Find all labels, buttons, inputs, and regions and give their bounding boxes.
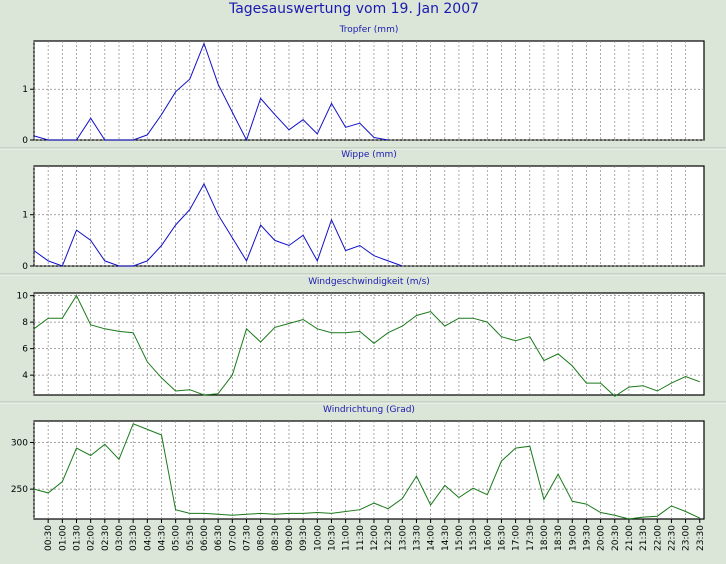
x-tick-label: 06:00 — [200, 525, 210, 551]
x-tick-label: 16:30 — [497, 525, 507, 551]
panel-4: 250 300 Windrichtung (Grad) — [11, 405, 705, 520]
panel-title: Wippe (mm) — [341, 150, 397, 160]
x-tick-label: 21:30 — [639, 525, 649, 551]
x-tick-label: 07:30 — [242, 525, 252, 551]
x-tick-label: 00:30 — [44, 525, 54, 551]
x-tick-label: 21:00 — [625, 525, 635, 551]
plot-area — [33, 420, 705, 520]
x-tick-label: 10:30 — [327, 525, 337, 551]
panel-title: Tropfer (mm) — [339, 25, 399, 35]
x-tick-label: 19:00 — [568, 525, 578, 551]
x-tick-label: 18:00 — [540, 525, 550, 551]
x-tick-label: 20:00 — [597, 525, 607, 551]
x-tick-label: 01:30 — [72, 525, 82, 551]
y-tick-label: 0 — [22, 136, 28, 146]
y-tick-label: 1 — [22, 211, 28, 221]
series-line — [33, 423, 701, 520]
x-tick-label: 08:30 — [271, 525, 281, 551]
y-tick-label: 4 — [22, 371, 28, 381]
x-tick-label: 12:30 — [384, 525, 394, 551]
x-tick-label: 15:00 — [455, 525, 465, 551]
x-tick-label: 22:00 — [653, 525, 663, 551]
series-line — [33, 182, 403, 267]
x-tick-label: 14:00 — [427, 525, 437, 551]
x-tick-label: 07:00 — [228, 525, 238, 551]
x-tick-label: 13:00 — [398, 525, 408, 551]
y-tick-label: 250 — [11, 485, 28, 495]
x-tick-label: 18:30 — [554, 525, 564, 551]
x-tick-label: 01:00 — [58, 525, 68, 551]
plot-area — [33, 165, 705, 267]
x-tick-label: 19:30 — [582, 525, 592, 551]
panel-3: 4 6 8 10 Windgeschwindigkeit (m/s) — [17, 277, 705, 397]
y-tick-label: 6 — [22, 345, 28, 355]
panel-2: 0 1 Wippe (mm) — [22, 150, 705, 272]
x-tick-label: 20:30 — [611, 525, 621, 551]
x-tick-label: 10:00 — [313, 525, 323, 551]
x-tick-label: 22:30 — [667, 525, 677, 551]
plot-area — [33, 40, 705, 141]
x-tick-label: 13:30 — [412, 525, 422, 551]
x-tick-label: 06:30 — [214, 525, 224, 551]
y-tick-label: 8 — [22, 318, 28, 328]
x-tick-label: 04:00 — [143, 525, 153, 551]
x-tick-label: 03:00 — [115, 525, 125, 551]
x-tick-label: 05:30 — [186, 525, 196, 551]
y-tick-label: 300 — [11, 438, 28, 448]
x-tick-label: 17:30 — [526, 525, 536, 551]
x-tick-label: 04:30 — [157, 525, 167, 551]
x-tick-label: 02:30 — [101, 525, 111, 551]
series-line — [33, 42, 389, 142]
x-tick-label: 08:00 — [257, 525, 267, 551]
x-tick-label: 23:30 — [696, 525, 706, 551]
x-tick-label: 12:00 — [370, 525, 380, 551]
plot-area — [33, 292, 705, 396]
x-tick-label: 16:00 — [483, 525, 493, 551]
x-tick-label: 03:30 — [129, 525, 139, 551]
y-tick-label: 1 — [22, 85, 28, 95]
x-tick-label: 09:00 — [285, 525, 295, 551]
x-tick-label: 09:30 — [299, 525, 309, 551]
y-tick-label: 10 — [17, 292, 29, 302]
x-tick-label: 05:00 — [172, 525, 182, 551]
panel-title: Windrichtung (Grad) — [323, 405, 415, 415]
x-tick-label: 11:30 — [356, 525, 366, 551]
x-tick-label: 15:30 — [469, 525, 479, 551]
x-tick-label: 14:30 — [441, 525, 451, 551]
series-line — [33, 294, 700, 397]
x-tick-label: 23:00 — [682, 525, 692, 551]
panel-1: 0 1 Tropfer (mm) — [22, 25, 705, 146]
y-tick-label: 0 — [22, 262, 28, 272]
page-title: Tagesauswertung vom 19. Jan 2007 — [228, 1, 479, 17]
x-tick-label: 17:00 — [512, 525, 522, 551]
x-tick-label: 02:00 — [87, 525, 97, 551]
panel-title: Windgeschwindigkeit (m/s) — [308, 277, 430, 287]
x-tick-label: 11:00 — [342, 525, 352, 551]
